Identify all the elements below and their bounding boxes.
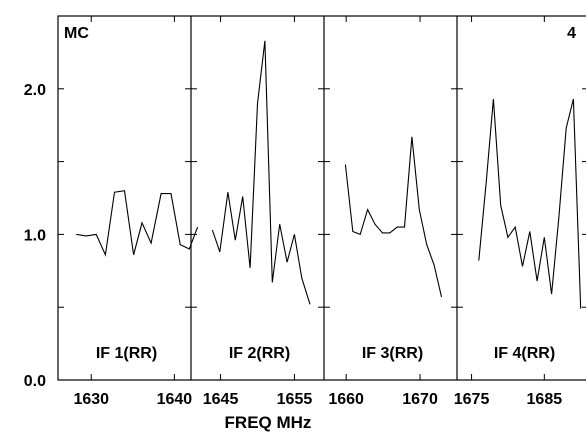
panel-label: IF 4(RR)	[494, 345, 555, 362]
x-tick-label: 1685	[527, 391, 563, 408]
x-tick-label: 1630	[73, 391, 109, 408]
x-tick-label: 1660	[328, 391, 364, 408]
x-axis-label: FREQ MHz	[225, 413, 312, 432]
panel-label: IF 3(RR)	[362, 345, 423, 362]
series-line-if4	[478, 98, 582, 309]
tick-layer	[58, 16, 586, 380]
series-line-if1	[76, 190, 199, 257]
series-layer	[76, 40, 582, 309]
corner-label-right: 4	[567, 25, 576, 42]
plot-frame	[57, 15, 586, 381]
corner-label-left: MC	[64, 25, 89, 42]
panel-label: IF 1(RR)	[96, 345, 157, 362]
x-tick-label: 1675	[454, 391, 490, 408]
x-tick-label: 1645	[203, 391, 239, 408]
x-tick-label: 1655	[277, 391, 313, 408]
x-tick-label: 1640	[157, 391, 193, 408]
series-line-if2	[211, 40, 311, 305]
panel-label: IF 2(RR)	[229, 345, 290, 362]
x-tick-label: 1670	[402, 391, 438, 408]
label-layer: 0.0 1.0 2.0 1630 1640 IF 1(RR) 1645 1655 IF 2(RR…	[24, 82, 562, 408]
series-line-if3	[344, 136, 443, 298]
y-tick-label: 0.0	[24, 373, 46, 390]
y-tick-label: 2.0	[24, 82, 46, 99]
y-tick-label: 1.0	[24, 227, 46, 244]
